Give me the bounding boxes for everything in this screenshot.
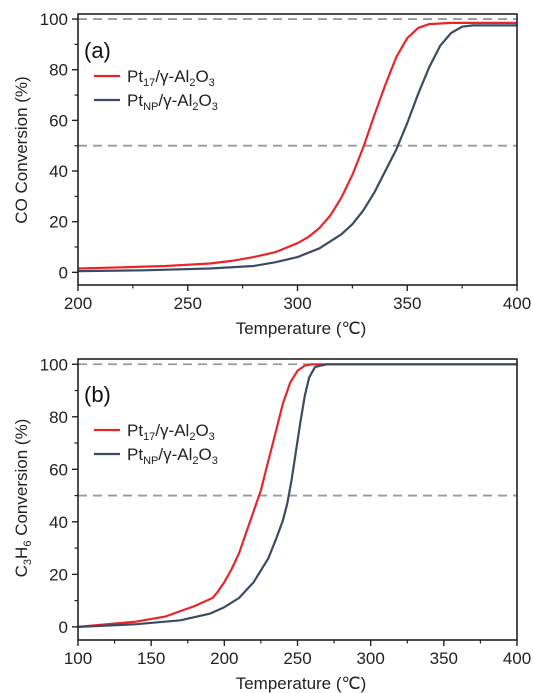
legend-label-pt17-a: Pt17/γ-Al2O3 [127,67,215,89]
series-line-pt17-a [77,21,517,270]
x-tick-label-a-350: 350 [393,294,421,313]
y-tick-label-b-80: 80 [49,408,68,427]
x-tick-label-b-250: 250 [283,649,311,668]
x-tick-label-b-200: 200 [210,649,238,668]
plot-frame-b [77,358,518,641]
x-tick-label-b-350: 350 [430,649,458,668]
panel-label-b: (b) [84,382,111,407]
series-line-ptnp-a [77,24,517,273]
x-tick-label-b-300: 300 [356,649,384,668]
y-axis-label-b: C3H6 Conversion (%) [12,419,34,578]
y-tick-label-b-60: 60 [49,460,68,479]
series-line-pt17-b [77,363,517,628]
chart-panel-a: 200 250 300 350 400 0 20 40 60 80 100 (a) Pt17/γ-A… [12,10,531,338]
y-tick-label-b-100: 100 [40,355,68,374]
legend-label-ptnp-a: PtNP/γ-Al2O3 [127,91,218,113]
x-tick-label-b-100: 100 [64,649,92,668]
panel-label-a: (a) [84,38,111,63]
legend-a: Pt17/γ-Al2O3 PtNP/γ-Al2O3 [94,67,218,113]
x-tick-label-a-200: 200 [64,294,92,313]
chart-panel-b: 100 150 200 250 300 350 400 0 20 40 60 80 100 (b) Pt… [12,355,531,693]
y-axis-label-a: CO Conversion (%) [12,76,31,223]
x-tick-label-a-250: 250 [174,294,202,313]
plot-content-b: 100 150 200 250 300 350 400 0 20 40 60 80 100 [40,355,532,668]
plot-content-a: 200 250 300 350 400 0 20 40 60 80 100 [40,10,532,313]
y-tick-label-b-0: 0 [59,618,68,637]
x-tick-label-a-300: 300 [283,294,311,313]
x-axis-label-b: Temperature (℃) [236,674,367,693]
y-tick-label-a-100: 100 [40,10,68,29]
y-tick-label-b-20: 20 [49,565,68,584]
x-tick-label-a-400: 400 [503,294,531,313]
y-tick-label-a-20: 20 [49,213,68,232]
y-tick-label-a-0: 0 [59,263,68,282]
series-line-ptnp-b [77,363,517,628]
legend-label-pt17-b: Pt17/γ-Al2O3 [127,421,215,443]
y-tick-label-a-80: 80 [49,61,68,80]
y-tick-label-a-60: 60 [49,111,68,130]
legend-b: Pt17/γ-Al2O3 PtNP/γ-Al2O3 [94,421,218,467]
x-axis-label-a: Temperature (℃) [236,319,367,338]
x-tick-label-b-150: 150 [137,649,165,668]
y-tick-label-a-40: 40 [49,162,68,181]
y-tick-label-b-40: 40 [49,513,68,532]
x-tick-label-b-400: 400 [503,649,531,668]
legend-label-ptnp-b: PtNP/γ-Al2O3 [127,445,218,467]
